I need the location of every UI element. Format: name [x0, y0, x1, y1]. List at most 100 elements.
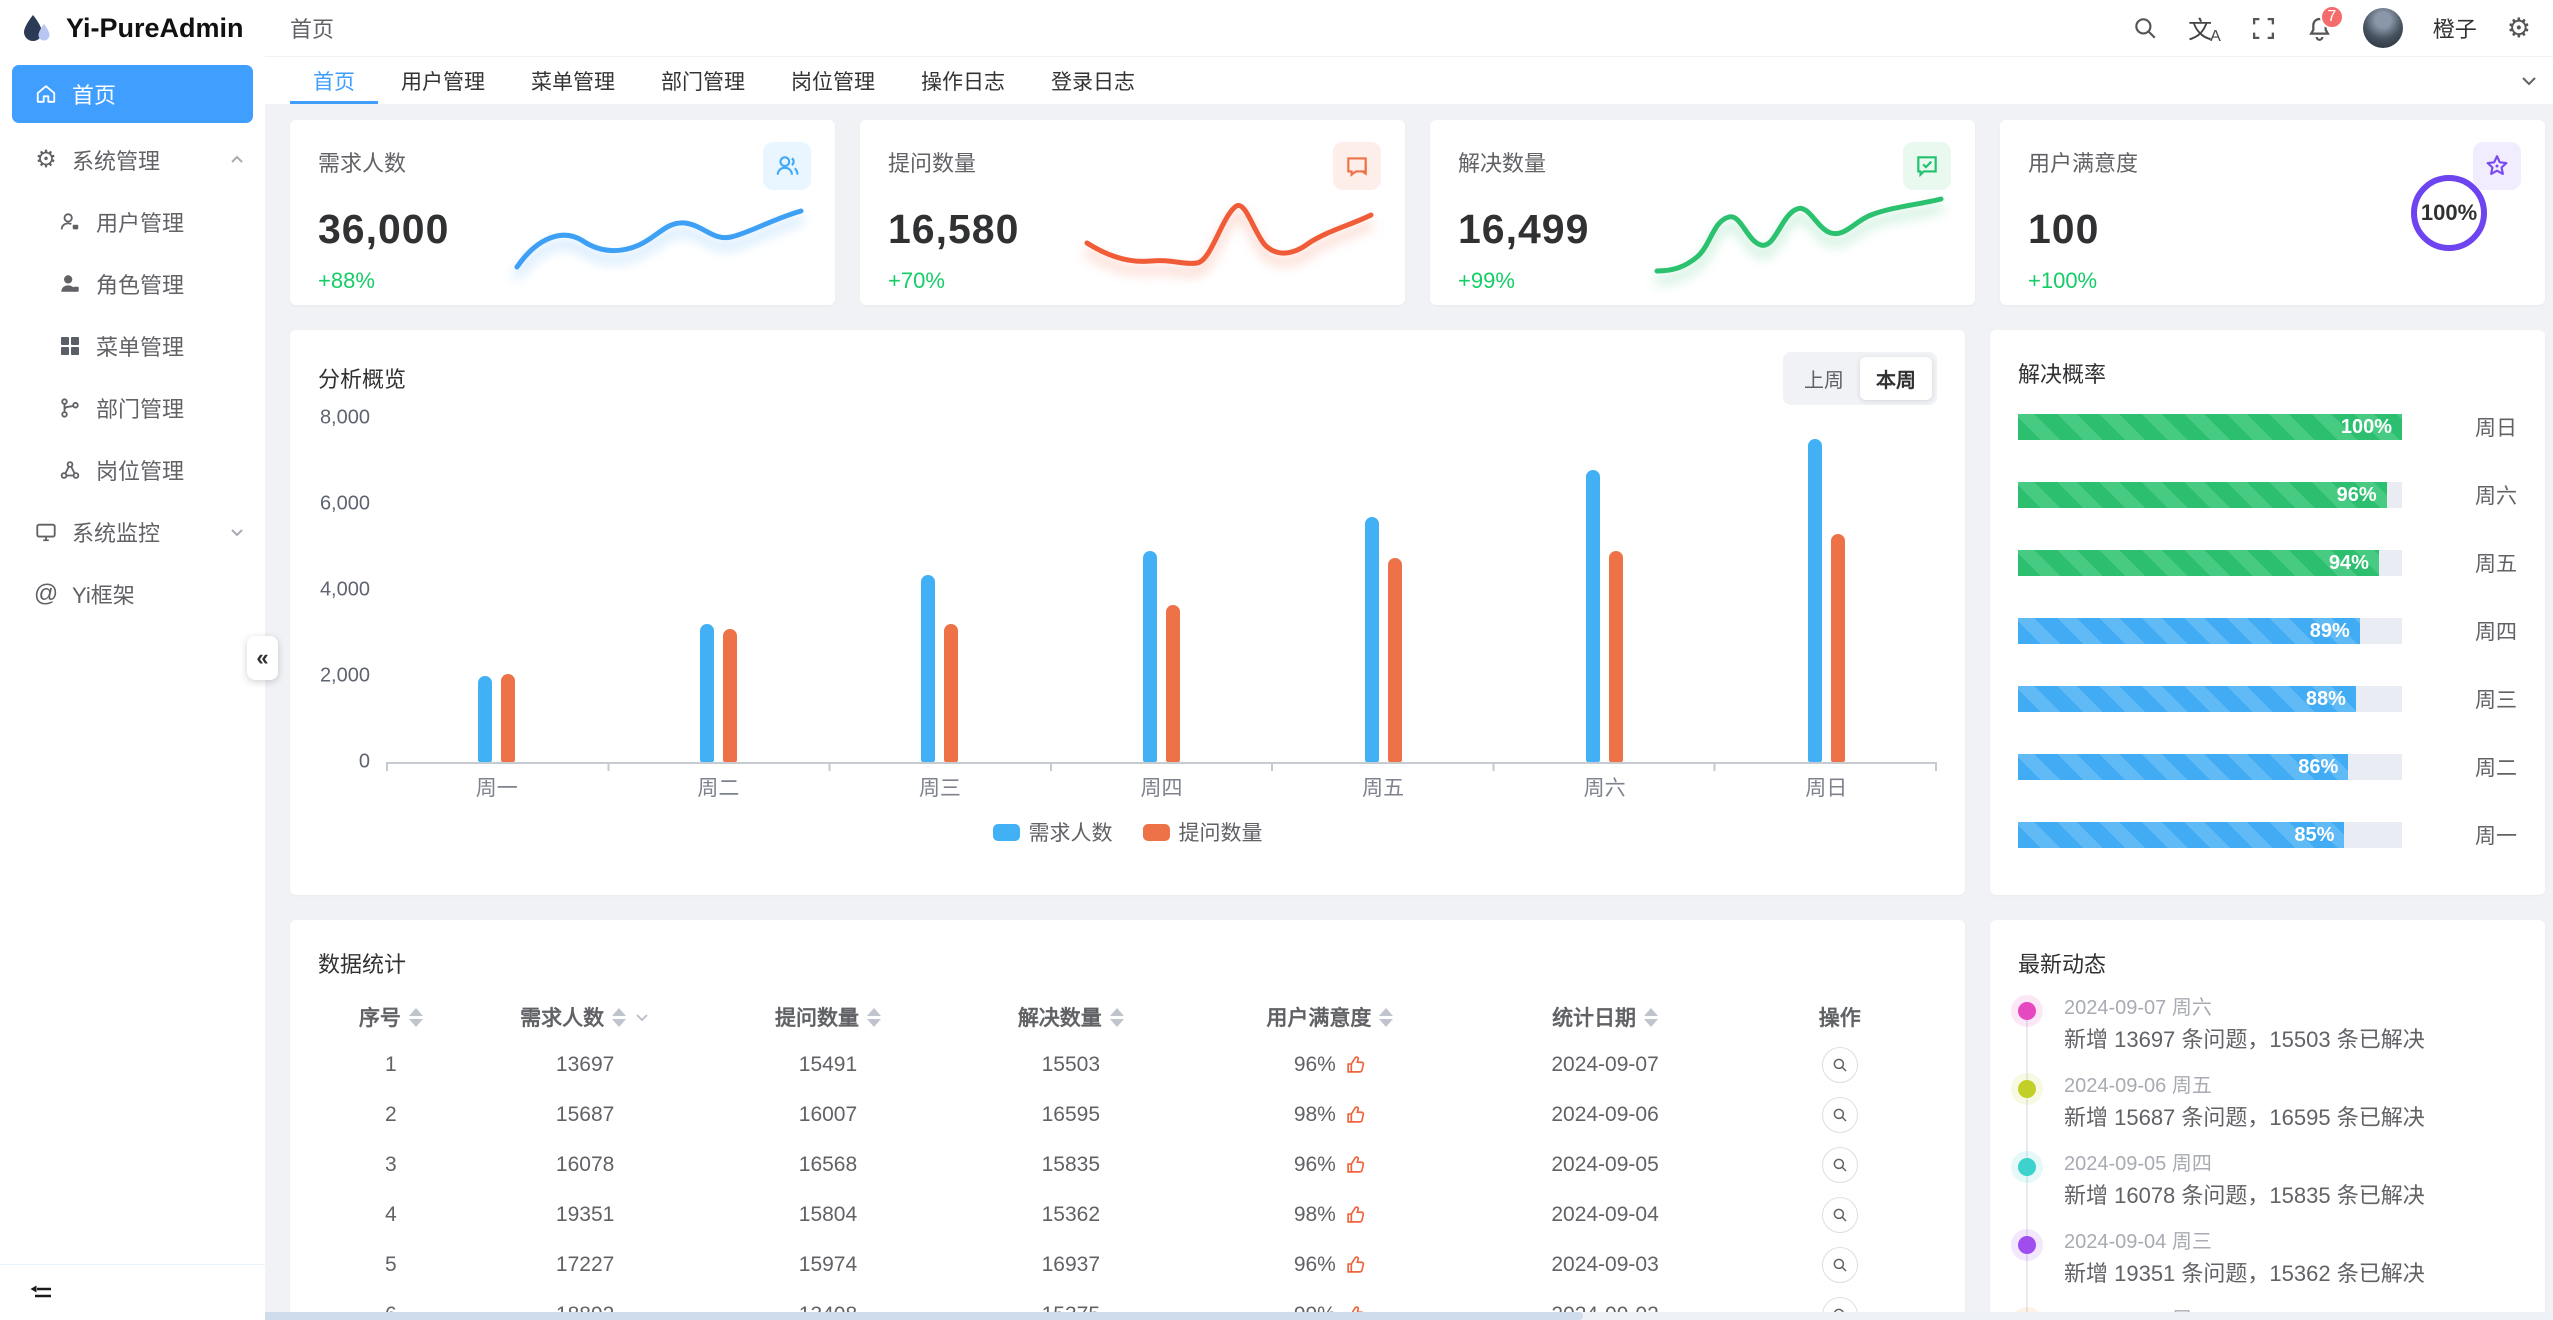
- bar-group: [386, 418, 608, 762]
- y-tick-label: 6,000: [319, 492, 370, 515]
- progress-row-周二: 86% 周二: [2018, 752, 2517, 782]
- app-logo-icon: [20, 12, 54, 46]
- logo[interactable]: Yi-PureAdmin: [0, 0, 265, 57]
- tab-overflow-chevron[interactable]: [2519, 57, 2539, 104]
- tab-operation-log[interactable]: 操作日志: [921, 70, 1005, 94]
- progress-percent-label: 86%: [2298, 755, 2339, 778]
- tab-department-management[interactable]: 部门管理: [661, 70, 745, 94]
- bar-提问数量-周五: [1387, 558, 1402, 762]
- star-icon: [2473, 142, 2521, 190]
- column-header-solved[interactable]: 解决数量: [949, 1002, 1192, 1032]
- fullscreen-button[interactable]: [2251, 16, 2276, 41]
- sort-icons[interactable]: [408, 1007, 423, 1027]
- cell-seq: 4: [385, 1203, 397, 1226]
- horizontal-scrollbar[interactable]: [0, 1312, 2553, 1320]
- tab-menu-management[interactable]: 菜单管理: [531, 70, 615, 94]
- cell-satisfaction: 98%: [1192, 1203, 1467, 1227]
- view-detail-button[interactable]: [1821, 1247, 1858, 1283]
- translate-button[interactable]: 文A: [2188, 10, 2221, 47]
- notification-badge: 7: [2319, 4, 2344, 29]
- sidebar-item-yi-framework[interactable]: @ Yi框架: [0, 563, 265, 625]
- stat-card-demand: 需求人数 36,000 +88%: [290, 120, 835, 305]
- sidebar-item-system-monitor[interactable]: 系统监控: [0, 501, 265, 563]
- latest-news-card: 最新动态 2024-09-07 周六 新增 13697 条问题，15503 条已…: [1990, 920, 2545, 1320]
- view-detail-button[interactable]: [1821, 1197, 1858, 1233]
- sort-icons[interactable]: [612, 1007, 627, 1027]
- sidebar-item-user-management[interactable]: 用户管理: [0, 191, 265, 253]
- sidebar-item-department-management[interactable]: 部门管理: [0, 377, 265, 439]
- last-week-button[interactable]: 上周: [1788, 357, 1860, 400]
- sidebar-item-role-management[interactable]: 角色管理: [0, 253, 265, 315]
- settings-button[interactable]: ⚙: [2507, 13, 2531, 44]
- gear-icon: ⚙: [35, 146, 57, 173]
- column-header-question[interactable]: 提问数量: [707, 1002, 950, 1032]
- sidebar-collapse-button[interactable]: «: [247, 636, 278, 680]
- horizontal-scrollbar-thumb[interactable]: [0, 1312, 1583, 1320]
- table-row: 2 15687 16007 16595 98% 20: [318, 1090, 1937, 1140]
- sparkline-blue: [514, 208, 804, 270]
- legend-item-需求人数[interactable]: 需求人数: [992, 817, 1113, 847]
- legend-label: 提问数量: [1178, 822, 1263, 845]
- cell-satisfaction: 96%: [1192, 1253, 1467, 1277]
- notification-button[interactable]: 7: [2306, 4, 2344, 42]
- x-tick-label: 周四: [1140, 777, 1183, 800]
- sidebar-item-label: 角色管理: [96, 273, 185, 298]
- timeline-text: 新增 19351 条问题，15362 条已解决: [2064, 1261, 2425, 1286]
- bar-提问数量-周一: [501, 674, 516, 762]
- cell-operation: [1743, 1247, 1937, 1283]
- search-button[interactable]: [2132, 15, 2158, 41]
- share-nodes-icon: [58, 458, 82, 482]
- column-header-date[interactable]: 统计日期: [1467, 1002, 1742, 1032]
- stat-card-questions: 提问数量 16,580 +70%: [860, 120, 1405, 305]
- menu-fold-icon[interactable]: [28, 1280, 54, 1306]
- sidebar-item-menu-management[interactable]: 菜单管理: [0, 315, 265, 377]
- timeline-date: 2024-09-05 周四: [2064, 1153, 2212, 1175]
- avatar[interactable]: [2362, 8, 2403, 48]
- thumbs-up-icon: [1344, 1104, 1366, 1126]
- sidebar-item-system-management[interactable]: ⚙ 系统管理: [0, 129, 265, 191]
- sidebar-item-home[interactable]: 首页: [12, 65, 253, 123]
- cell-operation: [1743, 1147, 1937, 1183]
- view-detail-button[interactable]: [1821, 1147, 1858, 1183]
- bar-需求人数-周二: [699, 624, 714, 762]
- git-branch-icon: [58, 396, 82, 420]
- view-detail-button[interactable]: [1821, 1047, 1858, 1083]
- bar-需求人数-周日: [1807, 439, 1822, 762]
- column-header-demand[interactable]: 需求人数: [464, 1002, 707, 1032]
- bar-提问数量-周六: [1609, 551, 1624, 762]
- this-week-button[interactable]: 本周: [1860, 356, 1932, 400]
- tab-user-management[interactable]: 用户管理: [401, 70, 485, 94]
- chevron-down-icon: [229, 524, 245, 540]
- cell-solved: 15362: [1041, 1203, 1101, 1226]
- content: 需求人数 36,000 +88% 提问数量 16,580: [265, 105, 2553, 1320]
- monitor-icon: [34, 520, 58, 544]
- timeline-text: 新增 13697 条问题，15503 条已解决: [2064, 1027, 2425, 1052]
- table-row: 3 16078 16568 15835 96% 20: [318, 1140, 1937, 1190]
- data-table: 序号 需求人数 提问数量 解决数量 用户满意度 统计日期 操作 1: [318, 994, 1937, 1320]
- column-header-seq[interactable]: 序号: [318, 1002, 464, 1032]
- analysis-overview-card: 分析概览 上周 本周 0 2,000 4,000 6,000 8,000 周一 周二 周三周…: [290, 330, 1965, 895]
- range-toggle: 上周 本周: [1783, 351, 1937, 405]
- tab-post-management[interactable]: 岗位管理: [791, 70, 875, 94]
- sort-icons[interactable]: [1109, 1007, 1124, 1027]
- tab-login-log[interactable]: 登录日志: [1051, 70, 1135, 94]
- legend-item-提问数量[interactable]: 提问数量: [1142, 817, 1263, 847]
- sidebar-item-post-management[interactable]: 岗位管理: [0, 439, 265, 501]
- chat-icon: [1333, 142, 1381, 190]
- stat-delta: +70%: [888, 268, 945, 293]
- sort-icons[interactable]: [866, 1007, 881, 1027]
- user-name[interactable]: 橙子: [2432, 17, 2477, 42]
- filter-chevron-icon[interactable]: [634, 1009, 650, 1025]
- bar-需求人数-周四: [1143, 551, 1158, 762]
- sort-icons[interactable]: [1644, 1007, 1659, 1027]
- translate-icon: 文A: [2188, 16, 2221, 46]
- bar-plot: [386, 418, 1937, 762]
- cell-date: 2024-09-04: [1551, 1203, 1659, 1226]
- sort-icons[interactable]: [1379, 1007, 1394, 1027]
- tab-home[interactable]: 首页: [290, 57, 378, 104]
- column-header-satisfaction[interactable]: 用户满意度: [1192, 1002, 1467, 1032]
- timeline-item: 2024-09-04 周三 新增 19351 条问题，15362 条已解决: [2018, 1230, 2517, 1288]
- view-detail-button[interactable]: [1821, 1097, 1858, 1133]
- progress-row-周六: 96% 周六: [2018, 480, 2517, 510]
